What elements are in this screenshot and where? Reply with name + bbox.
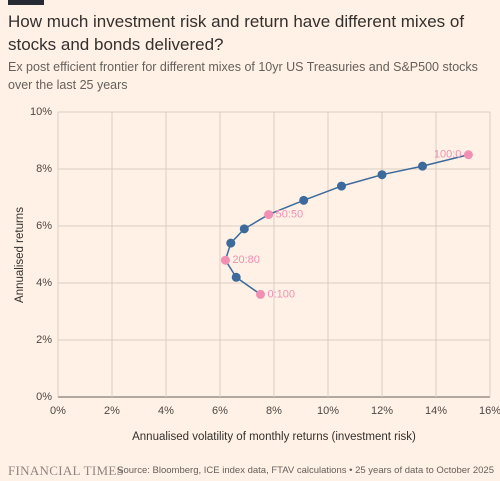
x-tick-label: 10% <box>317 405 339 417</box>
y-tick-label: 10% <box>30 106 52 118</box>
brand: FINANCIAL TIMES <box>8 463 125 478</box>
point <box>231 272 241 282</box>
title-bar <box>8 0 44 5</box>
point <box>299 195 309 205</box>
x-tick-label: 14% <box>425 405 447 417</box>
x-tick-label: 2% <box>104 405 120 417</box>
point <box>463 150 473 160</box>
y-tick-label: 4% <box>36 277 52 289</box>
subtitle: Ex post efficient frontier for different… <box>8 60 478 92</box>
x-tick-label: 4% <box>158 405 174 417</box>
point <box>226 238 236 248</box>
frontier-line <box>224 154 469 296</box>
point <box>256 289 265 299</box>
point <box>220 255 230 265</box>
point-label: 20:80 <box>232 254 260 266</box>
point <box>418 161 427 171</box>
x-tick-label: 16% <box>479 405 500 417</box>
point <box>264 210 274 220</box>
y-tick-label: 2% <box>36 334 52 346</box>
y-tick-label: 8% <box>36 163 52 175</box>
point <box>239 224 249 234</box>
y-axis-label: Annualised returns <box>14 207 26 303</box>
point <box>337 181 346 191</box>
y-tick-label: 0% <box>36 391 52 403</box>
point-label: 0:100 <box>268 288 296 300</box>
title: How much investment risk and return have… <box>8 12 465 54</box>
point-label: 50:50 <box>276 209 304 221</box>
x-axis-label: Annualised volatility of monthly returns… <box>132 431 416 443</box>
x-tick-label: 8% <box>266 405 282 417</box>
point-label: 100:0 <box>434 149 462 161</box>
point <box>377 170 387 180</box>
source: Source: Bloomberg, ICE index data, FTAV … <box>117 465 494 476</box>
x-tick-label: 6% <box>212 405 228 417</box>
x-tick-label: 0% <box>50 405 66 417</box>
x-tick-label: 12% <box>371 405 393 417</box>
y-tick-label: 6% <box>36 220 52 232</box>
